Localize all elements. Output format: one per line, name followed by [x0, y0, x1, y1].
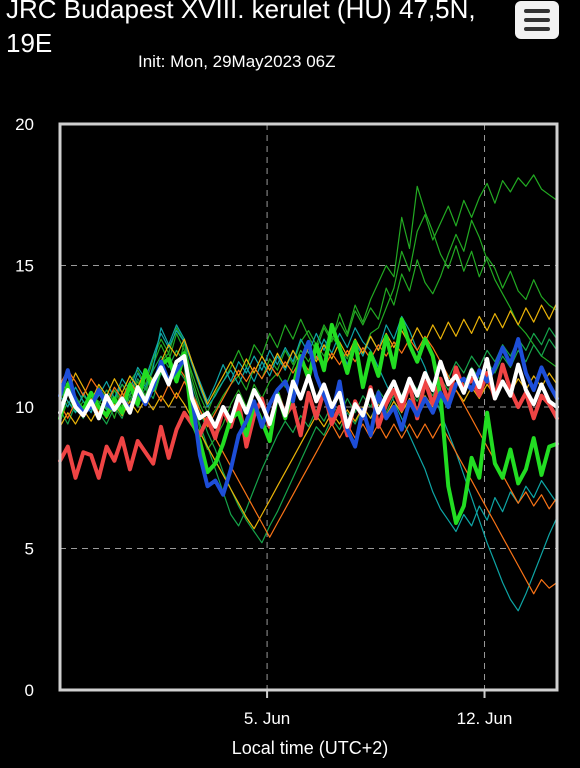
- series-line: [59, 185, 558, 419]
- chart-title: JRC Budapest XVIII. kerulet (HU) 47,5N, …: [6, 0, 476, 58]
- x-axis-label: Local time (UTC+2): [231, 738, 389, 758]
- chart-subtitle: Init: Mon, 29May2023 06Z: [138, 52, 336, 71]
- x-tick-label: 5. Jun: [244, 709, 290, 728]
- series-line: [59, 380, 558, 595]
- menu-bar: [524, 18, 550, 22]
- series-line: [58, 354, 559, 429]
- x-tick-label: 12. Jun: [457, 709, 513, 728]
- y-tick-label: 10: [15, 398, 34, 417]
- series-line: [59, 327, 558, 527]
- plot-frame: [58, 122, 559, 692]
- menu-bar: [524, 27, 550, 31]
- y-tick-label: 5: [25, 540, 34, 559]
- y-tick-label: 15: [15, 257, 34, 276]
- y-tick-label: 20: [15, 115, 34, 134]
- menu-bar: [524, 9, 550, 13]
- y-tick-label: 0: [25, 681, 34, 700]
- hamburger-menu-icon[interactable]: [515, 1, 559, 39]
- series-line: [58, 337, 559, 497]
